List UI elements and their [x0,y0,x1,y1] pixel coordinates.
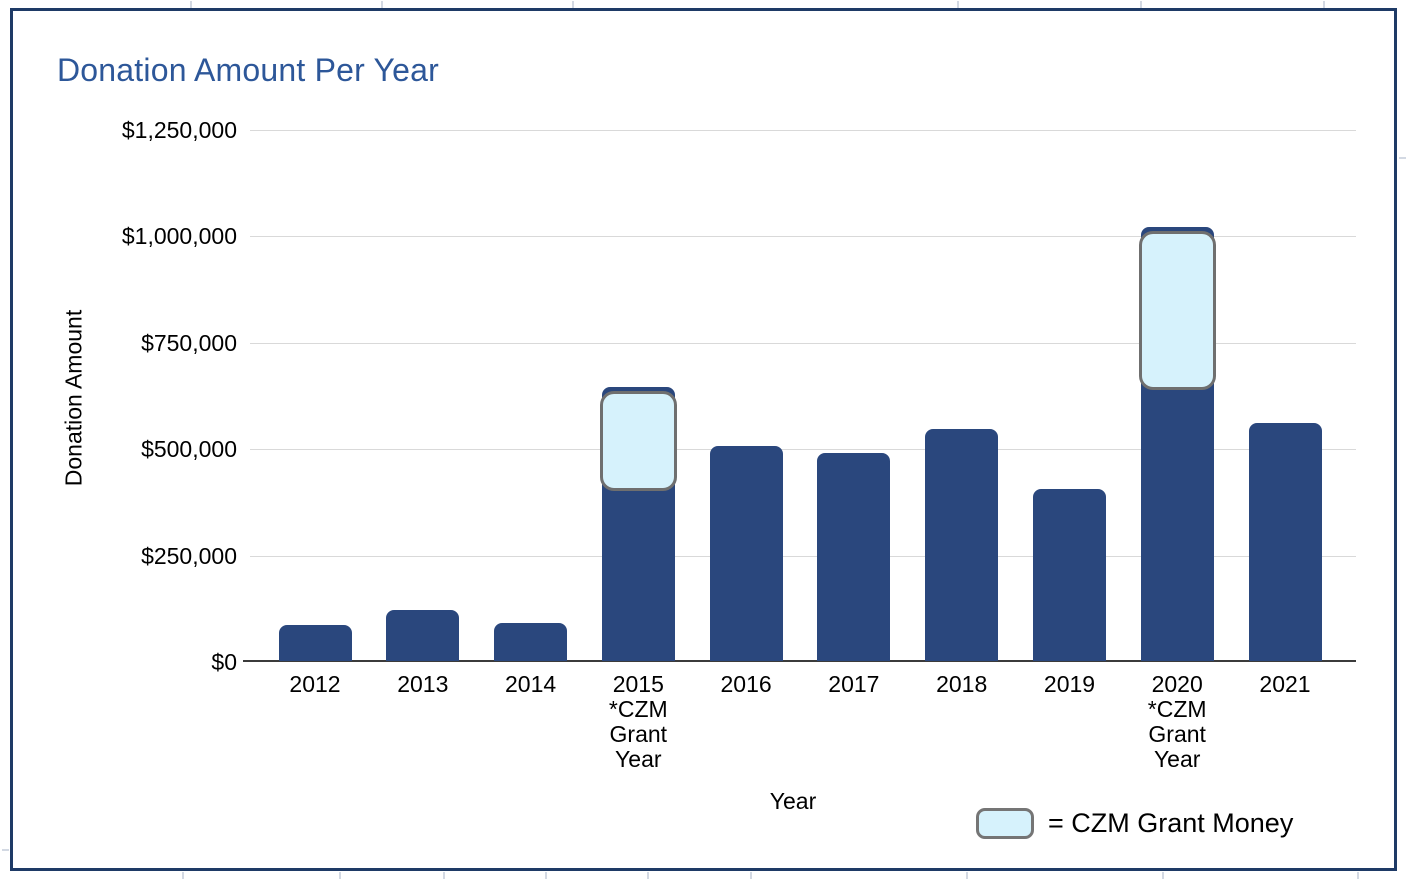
y-tick-label: $1,000,000 [121,223,237,250]
gridline [250,236,1356,238]
sheet-gridline-tick [1399,157,1406,159]
y-axis-title: Donation Amount [60,309,87,487]
x-tick-label-2018: 2018 [936,671,988,697]
sheet-gridline-tick [545,872,547,879]
x-tick-label-2014: 2014 [505,671,557,697]
x-tick-label-2020: 2020 *CZM Grant Year [1147,671,1207,772]
czm-grant-overlay-2015 [599,390,677,491]
chart-title: Donation Amount Per Year [57,52,439,88]
gridline [250,342,1356,344]
sheet-gridline-tick [381,1,383,8]
gridline [250,130,1356,131]
plot-area [243,130,1356,662]
sheet-gridline-tick [182,872,184,879]
czm-grant-swatch [976,808,1034,839]
sheet-gridline-tick [966,872,968,879]
sheet-gridline-tick [443,872,445,879]
sheet-gridline-tick [1323,1,1325,8]
x-tick-label-2013: 2013 [397,671,449,697]
sheet-gridline-tick [1357,872,1359,879]
y-tick-label: $750,000 [141,329,237,356]
sheet-gridline-tick [572,1,574,8]
y-tick-label: $250,000 [141,542,237,569]
x-tick-label-2012: 2012 [289,671,341,697]
sheet-gridline-tick [957,1,959,8]
x-tick-label-2015: 2015 *CZM Grant Year [608,671,668,772]
x-tick-label-2019: 2019 [1043,671,1096,697]
sheet-gridline-tick [647,872,649,879]
bar-2012 [278,624,352,661]
czm-grant-overlay-2020 [1138,230,1216,391]
bar-2017 [817,452,891,661]
bar-2016 [709,446,783,661]
bar-2014 [494,622,568,661]
y-tick-label: $1,250,000 [121,117,237,143]
sheet-gridline-tick [750,872,752,879]
sheet-gridline-tick [190,1,192,8]
legend-label: = CZM Grant Money [1048,808,1294,838]
sheet-gridline-tick [2,849,9,851]
bar-2018 [925,429,999,661]
x-axis-baseline [243,660,1356,662]
bar-2021 [1248,422,1322,661]
x-tick-label-2016: 2016 [720,671,772,697]
gridline [250,555,1356,557]
bar-2013 [386,609,460,661]
x-axis-title: Year [769,788,817,814]
sheet-gridline-tick [1140,1,1142,8]
sheet-gridline-tick [339,872,341,879]
y-tick-label: $500,000 [141,436,237,463]
x-tick-label-2017: 2017 [828,671,880,697]
x-tick-label-2021: 2021 [1259,671,1311,697]
y-tick-label: $0 [211,649,237,675]
legend: = CZM Grant Money [976,808,1293,839]
sheet-gridline-tick [1162,872,1164,879]
gridline [250,449,1356,451]
bar-2019 [1033,488,1106,661]
